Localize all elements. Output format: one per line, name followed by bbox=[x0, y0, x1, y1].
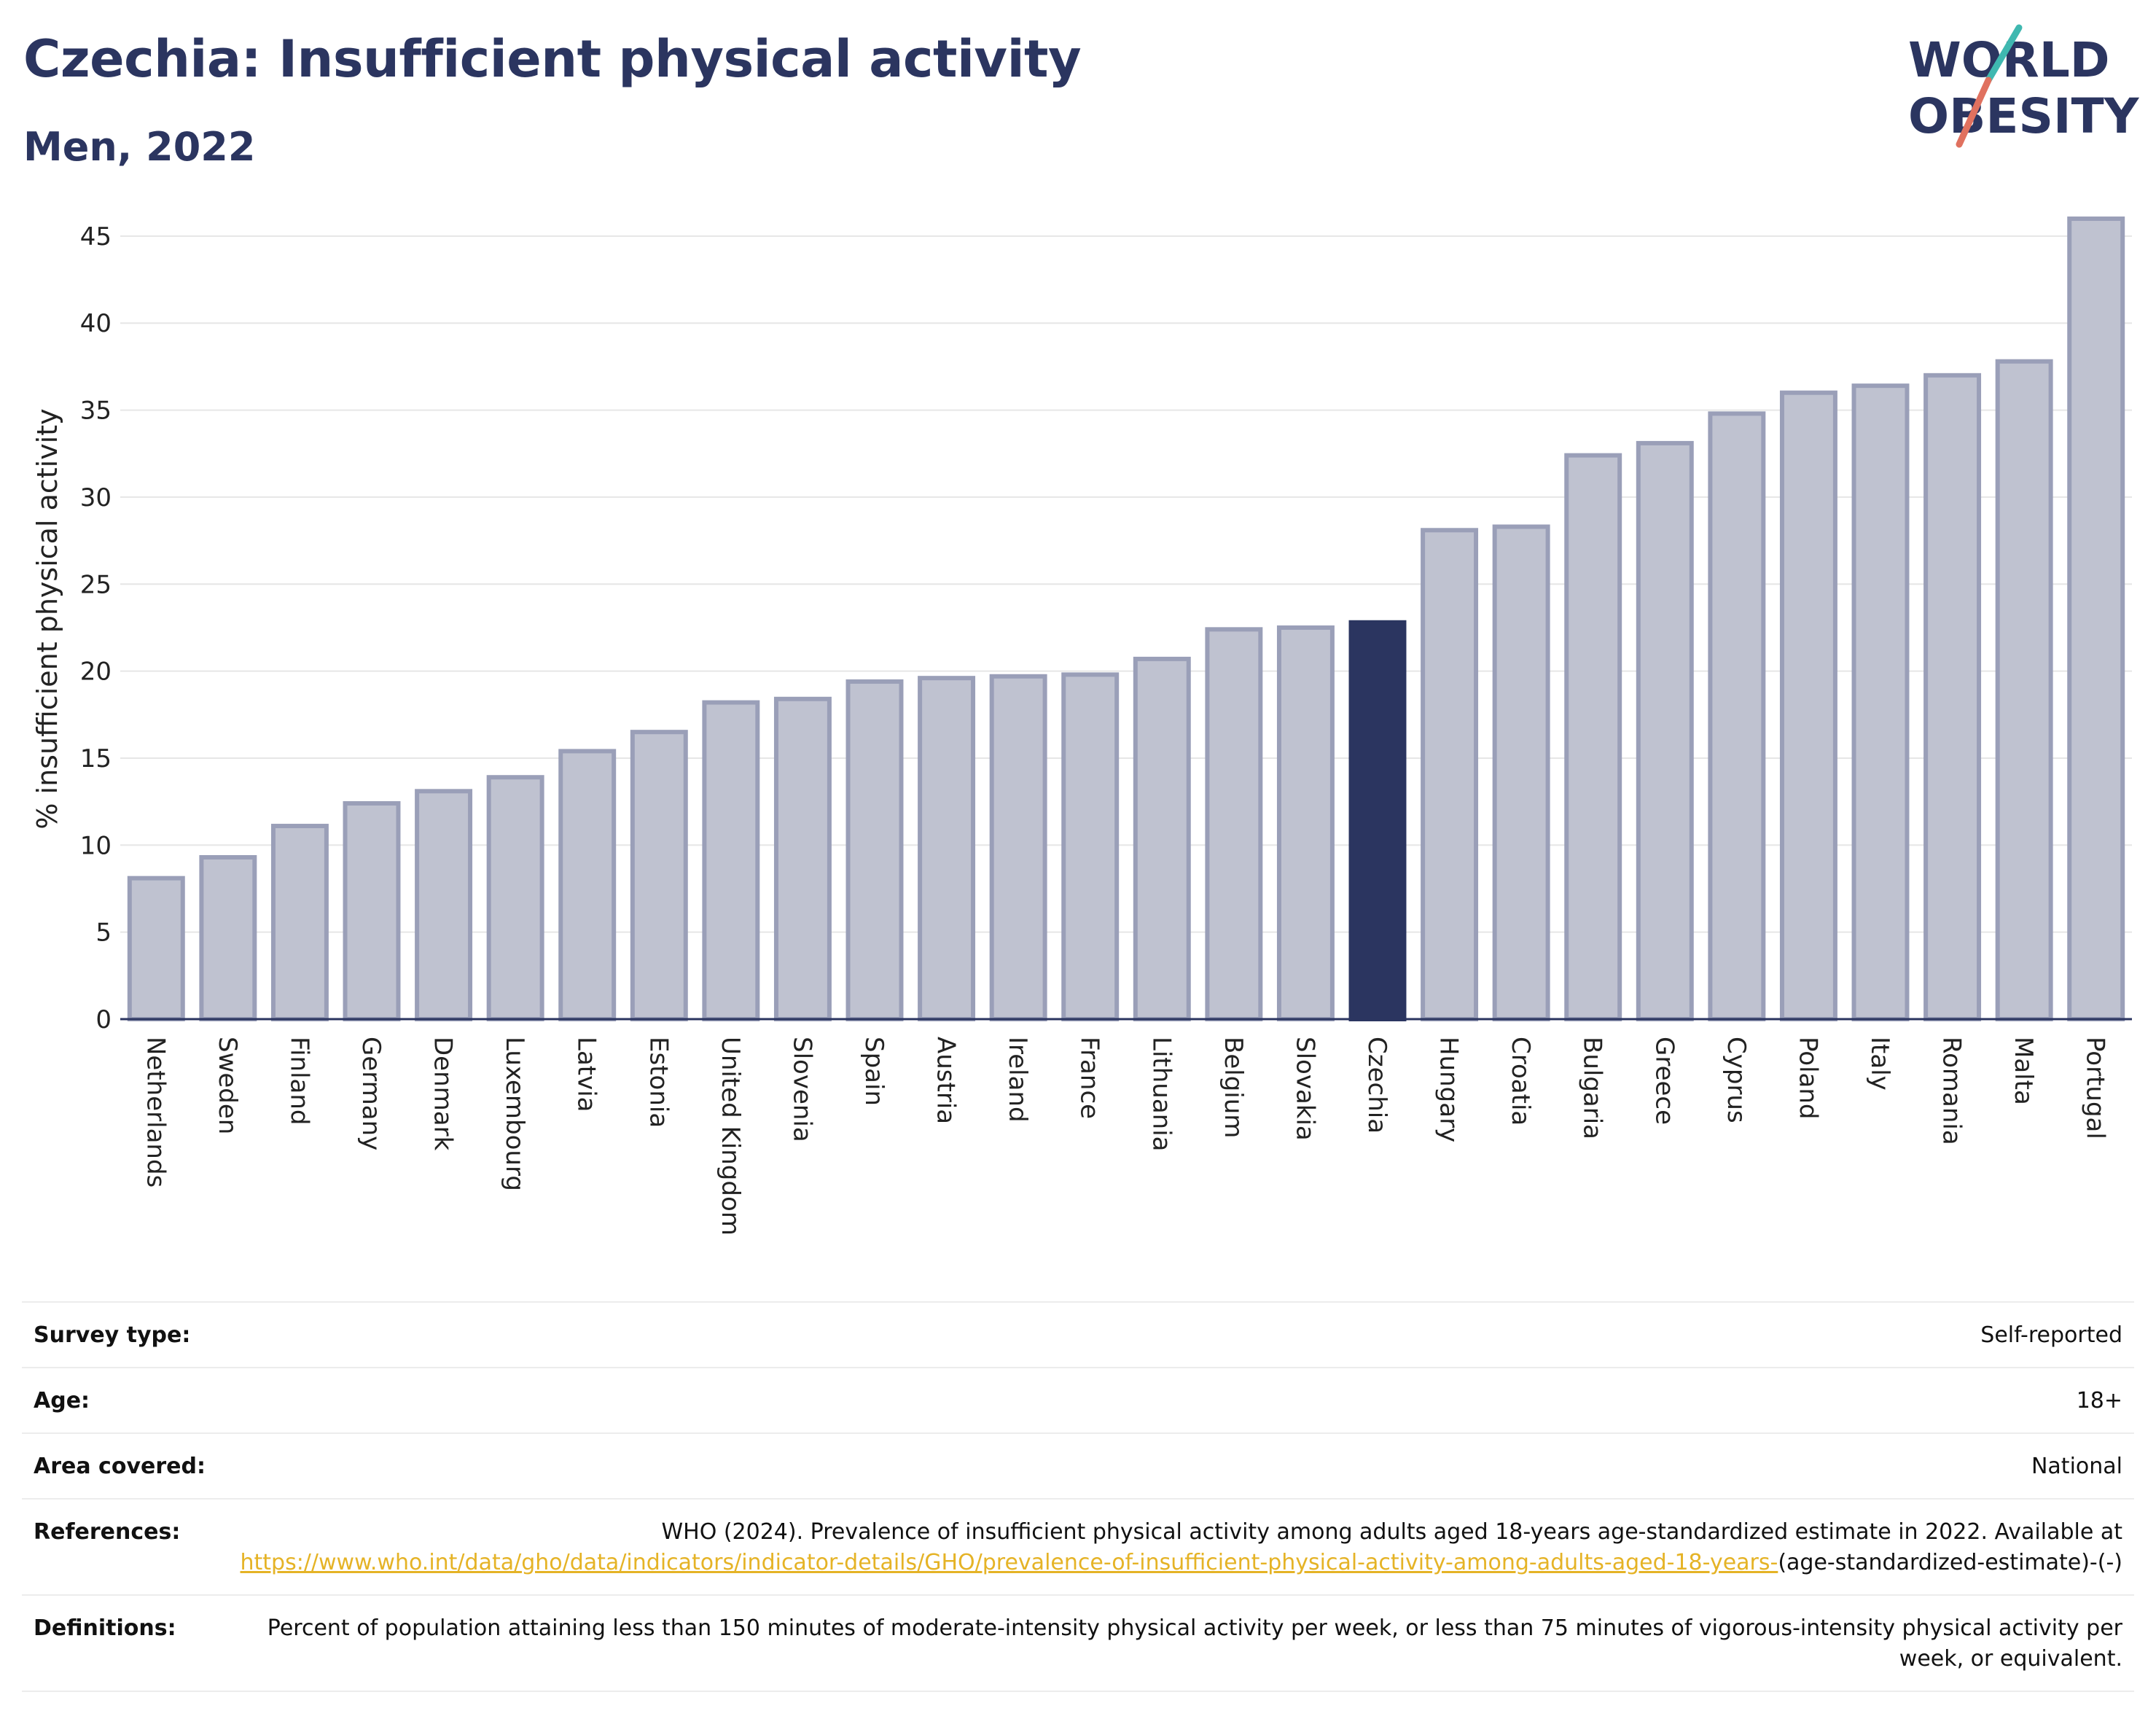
y-tick-label: 0 bbox=[95, 1005, 112, 1034]
y-tick-label: 10 bbox=[80, 831, 112, 860]
x-tick-label: Latvia bbox=[572, 1037, 601, 1112]
x-tick-label: Austria bbox=[931, 1037, 961, 1124]
y-tick-label: 5 bbox=[95, 919, 112, 948]
references-value: WHO (2024). Prevalence of insufficient p… bbox=[209, 1517, 2122, 1578]
meta-row-area: Area covered: National bbox=[22, 1432, 2134, 1498]
bar-czechia bbox=[1348, 620, 1407, 1021]
bar-belgium bbox=[1205, 627, 1263, 1021]
bar-lithuania bbox=[1133, 656, 1191, 1022]
y-axis-label: % insufficient physical activity bbox=[31, 408, 63, 829]
bar-malta bbox=[1995, 359, 2053, 1022]
x-tick-label: United Kingdom bbox=[716, 1037, 745, 1236]
x-tick-label: Greece bbox=[1649, 1037, 1679, 1125]
logo-slash-teal bbox=[1985, 24, 2023, 84]
survey-type-label: Survey type: bbox=[34, 1322, 191, 1348]
references-text: WHO (2024). Prevalence of insufficient p… bbox=[661, 1519, 2122, 1545]
x-tick-label: Ireland bbox=[1003, 1037, 1032, 1123]
bar-latvia bbox=[558, 749, 617, 1021]
metadata-table: Survey type: Self-reported Age: 18+ Area… bbox=[22, 1301, 2134, 1692]
bars bbox=[127, 217, 2125, 1022]
x-tick-label: Slovakia bbox=[1290, 1037, 1319, 1141]
bar-poland bbox=[1779, 390, 1837, 1021]
bar-slovakia bbox=[1276, 625, 1335, 1021]
bar-estonia bbox=[630, 730, 688, 1021]
y-tick-label: 20 bbox=[80, 658, 112, 687]
x-tick-label: Poland bbox=[1793, 1037, 1822, 1120]
bar-austria bbox=[918, 676, 976, 1021]
bar-cyprus bbox=[1708, 411, 1766, 1021]
references-link[interactable]: https://www.who.int/data/gho/data/indica… bbox=[240, 1550, 1778, 1575]
bar-netherlands bbox=[127, 876, 185, 1021]
x-tick-label: Lithuania bbox=[1147, 1037, 1176, 1151]
bar-denmark bbox=[415, 789, 473, 1022]
x-tick-label: France bbox=[1075, 1037, 1104, 1119]
x-tick-label: Slovenia bbox=[787, 1037, 816, 1142]
bar-bulgaria bbox=[1564, 453, 1622, 1021]
bar-france bbox=[1061, 672, 1120, 1022]
x-tick-label: Belgium bbox=[1219, 1037, 1248, 1138]
bar-slovenia bbox=[773, 696, 832, 1021]
x-tick-label: Luxembourg bbox=[500, 1037, 529, 1191]
x-axis-labels: Netherlands Sweden Finland Germany Denmark Lu… bbox=[141, 1037, 2109, 1236]
y-tick-label: 45 bbox=[80, 222, 112, 252]
x-tick-label: Italy bbox=[1865, 1037, 1894, 1091]
y-tick-label: 25 bbox=[80, 570, 112, 599]
bar-spain bbox=[845, 679, 904, 1021]
x-tick-label: Spain bbox=[859, 1037, 888, 1106]
references-suffix: (age-standardized-estimate)-(-) bbox=[1778, 1550, 2122, 1575]
x-tick-label: Hungary bbox=[1434, 1037, 1464, 1142]
bar-portugal bbox=[2067, 217, 2125, 1021]
x-tick-label: Germany bbox=[356, 1037, 386, 1150]
page-subtitle: Men, 2022 bbox=[23, 124, 256, 170]
x-tick-label: Denmark bbox=[429, 1037, 458, 1151]
bar-germany bbox=[343, 801, 401, 1021]
meta-row-survey-type: Survey type: Self-reported bbox=[22, 1301, 2134, 1367]
bar-chart: 0 5 10 15 20 25 30 35 40 45 Netherlands Sweden Finl… bbox=[31, 217, 2132, 1236]
bar-romania bbox=[1923, 373, 1982, 1021]
y-tick-label: 30 bbox=[80, 483, 112, 512]
bar-croatia bbox=[1492, 524, 1550, 1021]
y-tick-label: 40 bbox=[80, 309, 112, 338]
page-title: Czechia: Insufficient physical activity bbox=[23, 29, 1082, 89]
logo-slash-coral bbox=[1956, 77, 1992, 148]
bar-luxembourg bbox=[486, 775, 544, 1021]
logo-text-obesity: OBESITY bbox=[1908, 88, 2140, 144]
x-tick-label: Estonia bbox=[644, 1037, 673, 1128]
world-obesity-logo: WORLD OBESITY bbox=[1908, 24, 2140, 148]
bar-italy bbox=[1851, 383, 1910, 1021]
area-value: National bbox=[2031, 1454, 2122, 1479]
meta-row-definitions: Definitions: Percent of population attai… bbox=[22, 1594, 2134, 1692]
definitions-value: Percent of population attaining less tha… bbox=[267, 1615, 2122, 1672]
y-tick-label: 35 bbox=[80, 397, 112, 426]
y-axis-ticks: 0 5 10 15 20 25 30 35 40 45 bbox=[80, 222, 112, 1034]
x-tick-label: Portugal bbox=[2081, 1037, 2110, 1139]
x-tick-label: Croatia bbox=[1506, 1037, 1535, 1126]
bar-ireland bbox=[989, 674, 1047, 1022]
x-tick-label: Malta bbox=[2009, 1037, 2038, 1105]
bar-finland bbox=[270, 824, 329, 1022]
x-tick-label: Finland bbox=[284, 1037, 313, 1126]
definitions-label: Definitions: bbox=[34, 1615, 176, 1641]
x-tick-label: Romania bbox=[1937, 1037, 1966, 1145]
meta-row-age: Age: 18+ bbox=[22, 1367, 2134, 1432]
bar-hungary bbox=[1421, 528, 1479, 1021]
bar-greece bbox=[1636, 440, 1694, 1021]
age-value: 18+ bbox=[2076, 1388, 2122, 1414]
bar-sweden bbox=[199, 855, 257, 1022]
x-tick-label: Netherlands bbox=[141, 1037, 170, 1188]
area-label: Area covered: bbox=[34, 1454, 206, 1479]
references-label: References: bbox=[34, 1519, 181, 1545]
age-label: Age: bbox=[34, 1388, 90, 1414]
bar-united-kingdom bbox=[702, 700, 760, 1021]
survey-type-value: Self-reported bbox=[1980, 1322, 2122, 1348]
y-tick-label: 15 bbox=[80, 744, 112, 773]
x-tick-label: Czechia bbox=[1362, 1037, 1391, 1134]
x-tick-label: Cyprus bbox=[1722, 1037, 1751, 1123]
x-tick-label: Sweden bbox=[213, 1037, 242, 1134]
x-tick-label: Bulgaria bbox=[1578, 1037, 1607, 1139]
meta-row-references: References: WHO (2024). Prevalence of in… bbox=[22, 1498, 2134, 1594]
